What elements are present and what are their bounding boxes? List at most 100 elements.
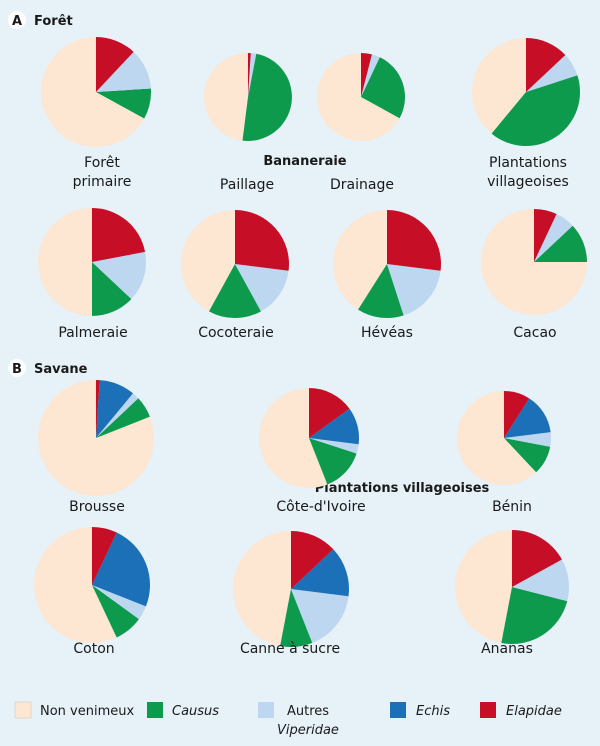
section-b-badge bbox=[8, 359, 26, 377]
slice-cote-d-ivoire-non-venimeux bbox=[259, 388, 328, 489]
slice-heveas-causus bbox=[358, 264, 404, 319]
slice-coton-autres-viperidae bbox=[92, 585, 146, 620]
slice-cacao-autres-viperidae bbox=[534, 214, 573, 262]
slice-brousse-elapidae bbox=[96, 379, 100, 438]
slice-palmeraie-autres-viperidae bbox=[92, 251, 146, 299]
pie-brousse bbox=[38, 379, 155, 496]
legend-swatch-elapidae bbox=[480, 702, 496, 718]
legend-swatch-autres-viperidae bbox=[258, 702, 274, 718]
pie-canne-a-sucre bbox=[233, 531, 349, 647]
pie-label-cocoteraie: Cocoteraie bbox=[198, 325, 274, 341]
pie-label-brousse: Brousse bbox=[69, 499, 125, 515]
section-b-letter: B bbox=[12, 362, 22, 377]
slice-benin-echis bbox=[504, 398, 551, 438]
section-a-letter: A bbox=[12, 14, 22, 29]
pie-label-benin: Bénin bbox=[492, 499, 532, 515]
slice-plantations-villageoises-foret-non-venimeux bbox=[471, 38, 526, 134]
slice-bananeraie-paillage-causus bbox=[242, 53, 292, 141]
slice-cote-d-ivoire-elapidae bbox=[309, 388, 350, 438]
section-a-title: Forêt bbox=[34, 14, 73, 29]
slice-coton-elapidae bbox=[92, 527, 117, 585]
slice-bananeraie-drainage-non-venimeux bbox=[317, 53, 400, 141]
pie-bananeraie-paillage bbox=[204, 53, 292, 141]
slice-bananeraie-drainage-elapidae bbox=[361, 53, 372, 97]
pie-label-ananas: Ananas bbox=[481, 641, 533, 657]
slice-bananeraie-drainage-autres-viperidae bbox=[361, 54, 380, 97]
slice-bananeraie-paillage-non-venimeux bbox=[204, 53, 248, 141]
slice-palmeraie-causus bbox=[92, 262, 132, 316]
slice-brousse-non-venimeux bbox=[38, 380, 155, 496]
pie-label-plantations-villageoises-foret-1: villageoises bbox=[487, 174, 569, 190]
pie-coton bbox=[34, 527, 151, 643]
slice-benin-non-venimeux bbox=[456, 391, 537, 485]
slice-cocoteraie-causus bbox=[208, 264, 262, 318]
slice-heveas-autres-viperidae bbox=[387, 264, 441, 316]
pie-plantations-villageoises-foret bbox=[471, 38, 581, 147]
slice-cote-d-ivoire-causus bbox=[309, 438, 357, 485]
slice-foret-primaire-elapidae bbox=[96, 37, 134, 92]
slice-benin-autres-viperidae bbox=[504, 432, 552, 447]
slice-canne-a-sucre-causus bbox=[280, 589, 313, 647]
slice-cocoteraie-elapidae bbox=[235, 210, 289, 271]
pie-charts: Forêt primaire Paillage Drainage Plantations… bbox=[34, 37, 587, 657]
slice-plantations-villageoises-foret-elapidae bbox=[526, 38, 566, 92]
slice-heveas-non-venimeux bbox=[333, 210, 387, 310]
slice-ananas-non-venimeux bbox=[455, 530, 512, 643]
slice-cote-d-ivoire-echis bbox=[309, 408, 360, 445]
pie-benin bbox=[456, 391, 552, 485]
slice-foret-primaire-autres-viperidae bbox=[96, 51, 151, 92]
slice-bananeraie-drainage-causus bbox=[361, 57, 406, 119]
legend-label-causus: Causus bbox=[172, 704, 219, 719]
pie-label-bananeraie-drainage: Drainage bbox=[330, 177, 394, 193]
section-a-badge bbox=[8, 11, 26, 29]
slice-brousse-causus bbox=[96, 398, 150, 438]
slice-coton-echis bbox=[92, 532, 151, 607]
slice-canne-a-sucre-echis bbox=[291, 549, 349, 597]
pie-label-cacao: Cacao bbox=[513, 325, 556, 341]
pie-label-foret-primaire-1: primaire bbox=[73, 174, 132, 190]
pie-label-heveas: Hévéas bbox=[361, 325, 413, 341]
slice-bananeraie-paillage-elapidae bbox=[248, 53, 251, 97]
slice-cocoteraie-autres-viperidae bbox=[235, 264, 289, 312]
pie-label-plantations-villageoises-foret-0: Plantations bbox=[489, 155, 567, 171]
pie-label-palmeraie: Palmeraie bbox=[58, 325, 127, 341]
slice-brousse-autres-viperidae bbox=[96, 393, 139, 438]
pie-bananeraie-drainage bbox=[317, 53, 406, 141]
slice-ananas-causus bbox=[501, 587, 568, 644]
slice-coton-causus bbox=[92, 585, 139, 638]
pie-label-foret-primaire-0: Forêt bbox=[84, 155, 120, 171]
legend-label-autres: Autres bbox=[287, 704, 329, 719]
slice-bananeraie-paillage-autres-viperidae bbox=[248, 53, 257, 97]
slice-cote-d-ivoire-autres-viperidae bbox=[309, 438, 359, 454]
slice-palmeraie-non-venimeux bbox=[38, 208, 92, 316]
slice-ananas-elapidae bbox=[512, 530, 562, 587]
pie-palmeraie bbox=[38, 208, 146, 316]
pie-label-coton: Coton bbox=[73, 641, 114, 657]
legend: Non venimeux Causus Autres Viperidae Ech… bbox=[14, 701, 562, 738]
slice-benin-causus bbox=[504, 438, 551, 473]
slice-canne-a-sucre-non-venimeux bbox=[233, 531, 291, 646]
slice-coton-non-venimeux bbox=[34, 527, 117, 643]
pie-label-bananeraie-paillage: Paillage bbox=[220, 177, 274, 193]
slice-plantations-villageoises-foret-causus bbox=[491, 75, 581, 147]
slice-palmeraie-elapidae bbox=[92, 208, 146, 262]
pie-cocoteraie bbox=[181, 210, 289, 318]
group-label-plantations-villageoises: Plantations villageoises bbox=[315, 481, 490, 496]
pie-cacao bbox=[481, 209, 587, 315]
slice-canne-a-sucre-elapidae bbox=[291, 531, 334, 589]
slice-brousse-echis bbox=[96, 380, 133, 438]
slice-cacao-causus bbox=[534, 225, 587, 262]
legend-label-elapidae: Elapidae bbox=[506, 704, 562, 719]
legend-swatch-causus bbox=[147, 702, 163, 718]
section-b-title: Savane bbox=[34, 362, 88, 377]
pie-heveas bbox=[333, 210, 441, 319]
pie-label-canne-a-sucre: Canne à sucre bbox=[240, 641, 340, 657]
pie-cote-d-ivoire bbox=[259, 388, 360, 489]
legend-label-non-venimeux: Non venimeux bbox=[40, 704, 134, 719]
group-label-bananeraie: Bananeraie bbox=[263, 154, 346, 169]
slice-foret-primaire-non-venimeux bbox=[41, 37, 145, 147]
pie-ananas bbox=[455, 530, 570, 644]
legend-label-echis: Echis bbox=[416, 704, 450, 719]
slice-foret-primaire-causus bbox=[96, 88, 151, 119]
